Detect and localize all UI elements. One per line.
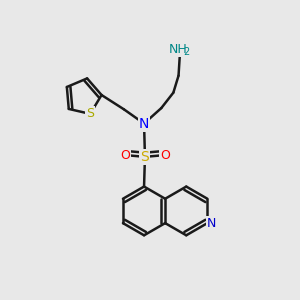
Text: S: S	[86, 107, 94, 120]
Text: N: N	[207, 217, 216, 230]
Text: NH: NH	[169, 43, 188, 56]
Text: O: O	[160, 148, 170, 162]
Text: O: O	[120, 148, 130, 162]
Text: 2: 2	[183, 47, 190, 57]
Text: N: N	[139, 116, 149, 130]
Text: S: S	[141, 150, 149, 164]
